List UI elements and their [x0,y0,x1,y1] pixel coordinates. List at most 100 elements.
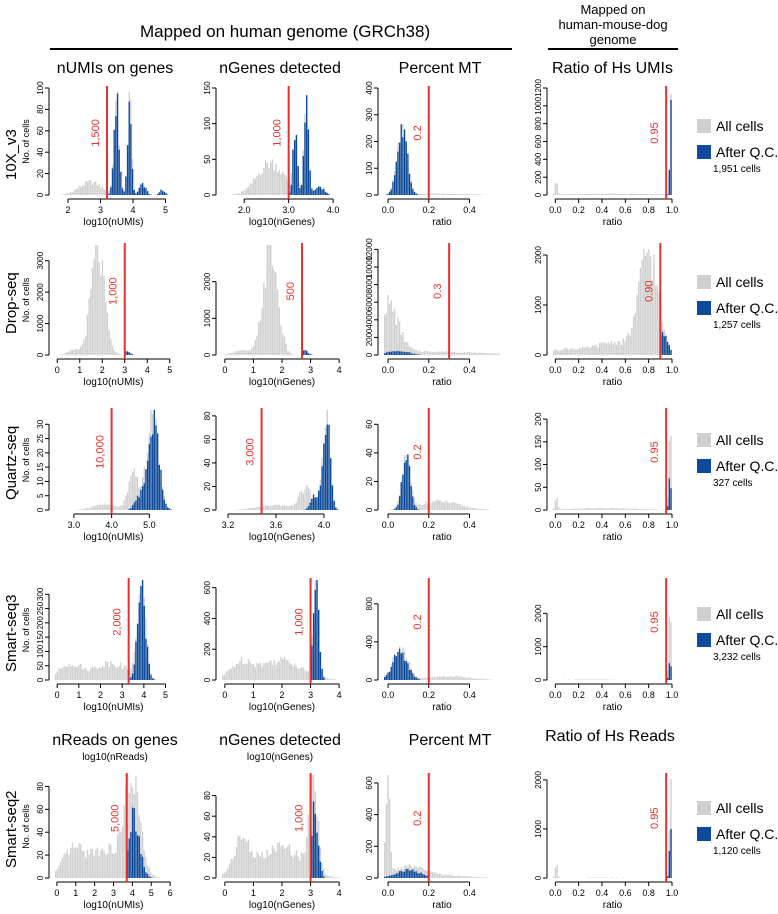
bar-all-cells [264,287,267,355]
bar-after-qc [668,169,670,195]
bar-all-cells [646,252,648,355]
x-axis-label: ratio [603,532,623,543]
col-title-ratio-hs: Ratio of Hs UMIs [552,60,673,77]
bar-all-cells [412,348,414,355]
bar-all-cells [442,193,444,195]
bar-all-cells [481,678,484,680]
bar-after-qc [666,506,669,510]
bar-after-qc [123,191,125,195]
bar-all-cells [285,660,287,680]
bar-all-cells [83,508,85,510]
bar-all-cells [276,289,279,355]
bar-after-qc [309,170,311,195]
bar-all-cells [453,875,455,878]
bar-all-cells [295,666,298,680]
bar-after-qc [410,670,412,680]
y-tick-label: 0 [203,875,212,880]
legend-after-swatch [697,633,711,647]
bar-all-cells [617,193,619,195]
bar-all-cells [85,336,87,355]
bar-all-cells [98,667,100,680]
y-tick-label: 0 [534,507,543,512]
x-tick-label: 0.0 [382,365,395,375]
bar-all-cells [146,865,149,878]
bar-all-cells [610,193,613,195]
bar-all-cells [111,345,114,355]
bar-all-cells [602,193,604,195]
bar-all-cells [278,504,280,510]
legend-all-swatch [697,801,711,815]
bar-after-qc [130,124,132,195]
bar-after-qc [143,866,145,878]
bar-after-qc [131,673,134,680]
bar-all-cells [595,877,597,878]
bar-all-cells [422,193,424,195]
bar-all-cells [222,874,224,878]
bar-all-cells [570,348,572,355]
bar-all-cells [480,194,482,195]
bar-after-qc [111,168,114,195]
bar-all-cells [249,350,251,355]
x-tick-label: 0.2 [423,520,436,530]
bar-all-cells [135,775,137,878]
threshold-label: 0.95 [649,808,661,829]
legend-cell-count: 1,951 cells [713,164,761,175]
bar-all-cells [98,262,100,355]
y-axis-label: No. of cells [21,277,31,322]
y-tick-label: 20 [365,476,374,485]
bar-all-cells [463,194,465,195]
bar-all-cells [643,194,645,195]
bar-all-cells [232,666,234,680]
bar-after-qc [314,590,316,680]
y-tick-label: 8000 [365,275,374,293]
bar-all-cells [294,503,296,510]
legend-drop-seq: All cells After Q.C. 1,257 cells [697,274,778,331]
bar-after-qc [413,676,416,680]
bar-all-cells [460,194,462,195]
bar-all-cells [595,344,597,355]
x-tick-label: 0.6 [619,690,632,700]
bar-all-cells [455,875,457,878]
bar-all-cells [304,489,306,510]
bar-all-cells [280,845,282,878]
bar-all-cells [297,496,299,510]
bar-all-cells [453,194,455,195]
bar-all-cells [246,664,248,680]
bar-all-cells [597,193,599,195]
bar-all-cells [559,194,562,195]
bar-all-cells [670,778,672,878]
bar-all-cells [644,509,647,510]
bar-all-cells [422,678,424,680]
bar-after-qc [161,190,164,195]
y-tick-label: 60 [36,804,45,813]
bar-after-qc [321,189,323,195]
bar-all-cells [422,868,424,878]
bar-after-qc [319,186,322,195]
bar-all-cells [110,844,112,878]
bar-all-cells [78,186,80,195]
bar-all-cells [81,509,84,510]
bar-all-cells [605,679,608,680]
y-tick-label: 800 [534,116,543,130]
bar-all-cells [553,876,555,878]
threshold-label: 1,000 [294,608,306,636]
bar-after-qc [407,352,409,355]
bar-all-cells [297,668,299,680]
bar-all-cells [256,851,258,878]
bar-all-cells [417,504,419,510]
bar-all-cells [91,267,94,355]
bar-all-cells [292,666,294,680]
bar-all-cells [390,300,392,355]
bar-all-cells [150,872,152,878]
bar-all-cells [63,854,65,878]
bar-all-cells [71,665,74,680]
bar-all-cells [387,775,389,878]
bar-all-cells [96,847,99,878]
bar-after-qc [126,351,129,355]
bar-after-qc [148,193,150,195]
threshold-label: 0.95 [649,122,661,143]
bar-after-qc [666,341,669,355]
bar-all-cells [66,666,69,680]
bar-all-cells [398,321,401,355]
y-axis-label: No. of cells [21,119,31,164]
